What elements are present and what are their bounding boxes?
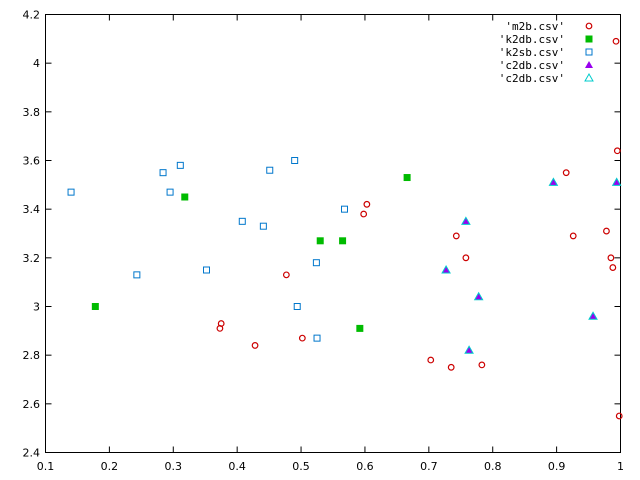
data-points [67, 37, 623, 420]
data-point [461, 217, 470, 225]
data-point [612, 37, 620, 45]
x-tick-label: 0.8 [484, 460, 502, 473]
legend: 'm2b.csv''k2db.csv''k2sb.csv''c2db.csv''… [499, 20, 594, 85]
x-tick-label: 0.1 [37, 460, 55, 473]
data-point [589, 312, 598, 320]
y-tick-label: 3.8 [23, 106, 41, 119]
data-point [452, 232, 460, 240]
x-tick-label: 0.6 [356, 460, 374, 473]
x-tick-label: 0.7 [420, 460, 438, 473]
data-point [427, 356, 435, 364]
x-tick-label: 0.3 [165, 460, 183, 473]
data-point [356, 324, 364, 332]
data-point [91, 303, 99, 310]
x-tick-label: 0.2 [101, 460, 119, 473]
y-tick-label: 2.4 [23, 447, 41, 460]
plot-frame [45, 14, 621, 453]
data-point [339, 237, 347, 245]
data-point [181, 193, 189, 201]
series-0-points [216, 37, 623, 420]
data-point [461, 216, 471, 225]
data-point [341, 205, 348, 213]
x-tick-label: 0.9 [548, 460, 566, 473]
y-tick-label: 3.4 [23, 203, 41, 216]
x-tick-label: 0.5 [292, 460, 310, 473]
data-point [611, 177, 622, 186]
data-point [176, 161, 184, 169]
data-point [603, 227, 610, 235]
y-tick-label: 2.6 [23, 398, 41, 411]
x-tick-label: 1 [617, 460, 624, 473]
legend-label: 'k2db.csv' [499, 33, 565, 46]
data-point [569, 232, 577, 240]
y-tick-label: 3 [33, 301, 40, 314]
data-point [478, 361, 486, 369]
data-point [133, 271, 141, 279]
legend-marker [585, 35, 593, 43]
data-point [166, 188, 174, 196]
data-point [238, 217, 246, 225]
legend-label: 'c2db.csv' [499, 72, 565, 85]
data-point [588, 311, 598, 320]
data-point [216, 325, 224, 332]
data-point [441, 264, 451, 274]
data-point [251, 342, 259, 349]
series-3-points [442, 178, 621, 354]
series-4-points [441, 177, 622, 354]
data-point [473, 291, 484, 301]
data-point [548, 177, 559, 186]
data-point [612, 178, 621, 186]
data-point [203, 266, 210, 274]
legend-marker [585, 48, 593, 56]
data-point [282, 271, 290, 279]
x-tick-label: 0.4 [228, 460, 246, 473]
y-tick-label: 3.6 [23, 155, 41, 168]
y-tick-label: 4.2 [23, 9, 41, 22]
data-point [549, 178, 558, 186]
data-point [312, 259, 320, 267]
data-point [67, 188, 75, 196]
data-point [465, 346, 474, 354]
data-point [442, 266, 451, 273]
legend-label: 'k2sb.csv' [499, 46, 565, 59]
y-axis-ticks: 2.4 2.6 2.8 3 3.2 3.4 3.6 3.8 4 4.2 [23, 9, 621, 460]
data-point [462, 254, 470, 262]
data-point [615, 412, 623, 420]
legend-label: 'c2db.csv' [499, 59, 565, 72]
data-point [464, 345, 474, 354]
data-point [360, 210, 368, 218]
data-point [293, 303, 301, 310]
data-point [447, 363, 455, 371]
data-point [562, 169, 570, 177]
data-point [474, 292, 483, 300]
data-point [607, 254, 615, 262]
data-point [403, 174, 411, 182]
data-point [313, 334, 321, 342]
data-point [291, 157, 299, 164]
data-point [363, 200, 371, 208]
legend-marker [585, 61, 593, 68]
data-point [266, 166, 274, 174]
y-tick-label: 3.2 [23, 252, 41, 265]
data-point [613, 147, 621, 155]
data-point [609, 264, 617, 271]
series-1-points [91, 174, 411, 332]
series-2-points [67, 157, 348, 342]
y-tick-label: 4 [33, 57, 40, 70]
data-point [159, 169, 167, 177]
data-point [298, 334, 306, 342]
x-axis-ticks: 0.1 0.2 0.3 0.4 0.5 0.6 0.7 0.8 0.9 1 [37, 14, 624, 473]
data-point [259, 222, 267, 230]
legend-marker [585, 22, 593, 30]
data-point [316, 237, 324, 245]
legend-label: 'm2b.csv' [505, 20, 565, 33]
y-tick-label: 2.8 [23, 349, 41, 362]
legend-marker [584, 72, 594, 82]
